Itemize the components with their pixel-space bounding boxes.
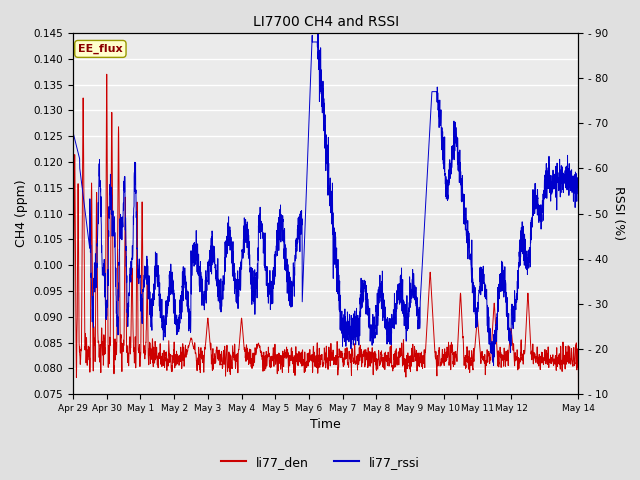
Y-axis label: CH4 (ppm): CH4 (ppm) (15, 180, 28, 247)
Title: LI7700 CH4 and RSSI: LI7700 CH4 and RSSI (253, 15, 399, 29)
Legend: li77_den, li77_rssi: li77_den, li77_rssi (216, 451, 424, 474)
X-axis label: Time: Time (310, 419, 341, 432)
Y-axis label: RSSI (%): RSSI (%) (612, 186, 625, 240)
Text: EE_flux: EE_flux (78, 44, 123, 54)
